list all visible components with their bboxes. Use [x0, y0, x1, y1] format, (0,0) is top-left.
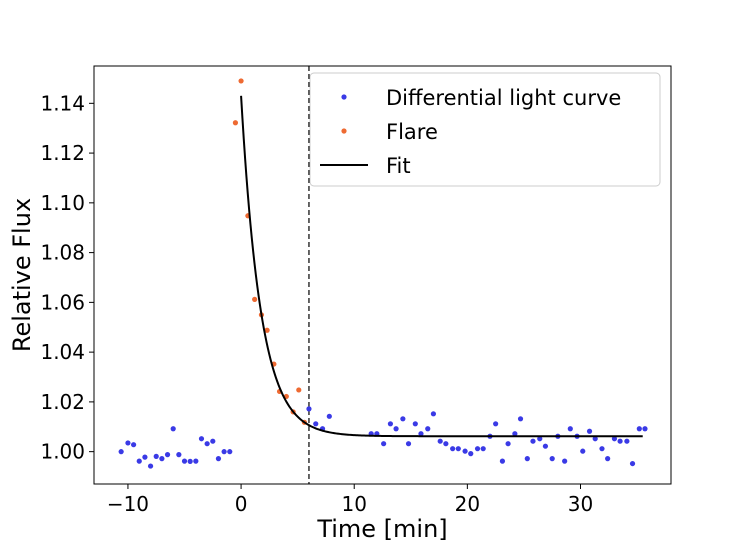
data-point	[425, 426, 431, 432]
data-point	[170, 426, 176, 432]
data-point	[617, 438, 623, 444]
data-point	[125, 440, 131, 446]
data-point	[142, 454, 148, 460]
data-point	[505, 441, 511, 447]
x-axis-title: Time [min]	[316, 515, 447, 543]
data-point	[326, 413, 332, 419]
data-point	[493, 421, 499, 427]
data-point	[580, 448, 586, 454]
data-point	[313, 421, 319, 427]
data-point	[296, 387, 302, 393]
legend-box	[309, 72, 661, 187]
legend-label: Fit	[386, 154, 411, 178]
data-point	[147, 463, 154, 469]
data-point	[499, 458, 506, 464]
plot-frame	[93, 65, 672, 485]
y-tick-label: 1.02	[40, 390, 85, 414]
y-tick-label: 1.08	[40, 241, 85, 265]
y-tick-label: 1.06	[40, 290, 85, 314]
x-tick-label: −10	[107, 492, 149, 516]
data-point	[393, 426, 399, 432]
legend-marker	[341, 94, 347, 100]
data-point	[586, 428, 593, 434]
data-point	[204, 441, 210, 447]
data-point	[524, 456, 530, 462]
data-point	[599, 446, 605, 452]
data-point	[227, 449, 233, 455]
data-point	[549, 456, 555, 462]
data-point	[480, 446, 486, 452]
data-point	[252, 296, 258, 302]
data-point	[624, 438, 630, 444]
data-point	[530, 438, 536, 444]
data-point	[130, 442, 137, 448]
data-point	[567, 426, 573, 432]
data-point	[187, 458, 193, 464]
data-point	[418, 431, 424, 437]
fit-line	[240, 95, 643, 438]
plot-area	[118, 66, 648, 484]
data-point	[450, 446, 456, 452]
y-axis-title: Relative Flux	[8, 198, 36, 352]
data-point	[474, 446, 481, 452]
legend: Differential light curve Flare Fit	[309, 72, 661, 187]
data-point	[455, 446, 461, 452]
data-point	[592, 436, 598, 442]
data-point	[400, 416, 406, 422]
x-tick-label: 20	[455, 492, 480, 516]
data-point	[264, 327, 270, 333]
data-point	[542, 443, 549, 449]
data-point	[605, 456, 611, 462]
data-point	[159, 456, 165, 462]
y-tick-label: 1.04	[40, 340, 85, 364]
data-point	[437, 438, 443, 444]
data-point	[443, 441, 449, 447]
legend-marker	[341, 128, 347, 134]
data-point	[210, 438, 216, 444]
data-point	[462, 448, 468, 454]
data-point	[517, 416, 524, 422]
data-point	[153, 453, 159, 459]
y-tick-label: 1.14	[40, 91, 85, 115]
x-tick-label: 10	[341, 492, 366, 516]
data-point	[306, 406, 312, 412]
data-point	[232, 120, 239, 126]
data-point	[537, 436, 543, 442]
y-tick-label: 1.10	[40, 191, 85, 215]
data-point	[629, 460, 636, 467]
data-point	[468, 451, 474, 457]
data-point	[412, 421, 418, 427]
axes: −10 0 10 20 30 1.00 1.02 1.04 1.06 1.08 1.10 1.12 1.…	[8, 65, 672, 543]
data-point	[381, 441, 387, 447]
data-point	[215, 456, 222, 462]
data-point	[136, 458, 142, 464]
data-point	[118, 449, 124, 455]
data-point	[221, 449, 227, 455]
data-point	[193, 458, 199, 464]
data-point	[387, 421, 394, 427]
y-tick-label: 1.00	[40, 440, 85, 464]
y-tick-label: 1.12	[40, 141, 85, 165]
legend-label: Flare	[386, 120, 438, 144]
data-point	[164, 452, 171, 458]
data-point	[198, 436, 205, 442]
x-tick-label: 30	[568, 492, 593, 516]
data-point	[176, 452, 182, 458]
data-point	[642, 426, 648, 432]
data-point	[430, 411, 437, 417]
data-point	[238, 78, 244, 84]
legend-label: Differential light curve	[386, 86, 621, 110]
series-differential-light-curve	[118, 406, 648, 469]
data-point	[636, 426, 642, 432]
data-point	[405, 441, 412, 447]
data-point	[181, 458, 188, 464]
data-point	[611, 436, 618, 442]
data-point	[512, 431, 518, 437]
data-point	[562, 458, 568, 464]
x-tick-label: 0	[235, 492, 248, 516]
